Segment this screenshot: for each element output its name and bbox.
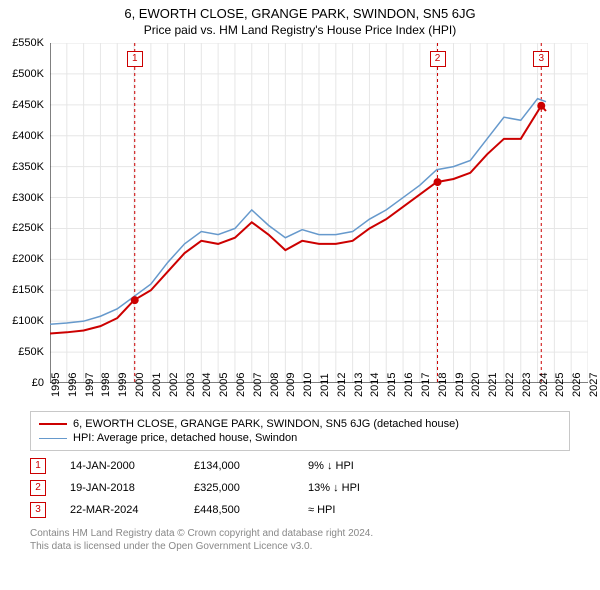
x-tick-label: 2026 — [571, 373, 573, 397]
info-price-2: £325,000 — [194, 482, 284, 494]
x-tick-label: 2018 — [437, 373, 439, 397]
info-row-3: 3 22-MAR-2024 £448,500 ≈ HPI — [30, 499, 570, 521]
x-tick-label: 2003 — [185, 373, 187, 397]
x-tick-label: 1995 — [50, 373, 52, 397]
x-tick-label: 2000 — [134, 373, 136, 397]
chart-subtitle: Price paid vs. HM Land Registry's House … — [0, 21, 600, 43]
x-tick-label: 2016 — [403, 373, 405, 397]
chart-title: 6, EWORTH CLOSE, GRANGE PARK, SWINDON, S… — [0, 0, 600, 21]
y-tick-label: £50K — [0, 346, 44, 358]
y-tick-label: £0 — [0, 377, 44, 389]
y-tick-label: £550K — [0, 37, 44, 49]
x-tick-label: 1999 — [117, 373, 119, 397]
footer-line-1: Contains HM Land Registry data © Crown c… — [30, 527, 570, 540]
x-tick-label: 2010 — [302, 373, 304, 397]
x-tick-label: 2013 — [353, 373, 355, 397]
x-tick-label: 2019 — [454, 373, 456, 397]
y-tick-label: £500K — [0, 68, 44, 80]
x-tick-label: 2009 — [285, 373, 287, 397]
x-tick-label: 2007 — [252, 373, 254, 397]
y-tick-label: £100K — [0, 315, 44, 327]
info-rows: 1 14-JAN-2000 £134,000 9% ↓ HPI 2 19-JAN… — [30, 455, 570, 521]
x-tick-label: 2027 — [588, 373, 590, 397]
y-tick-label: £400K — [0, 130, 44, 142]
info-date-2: 19-JAN-2018 — [70, 482, 170, 494]
x-tick-label: 2025 — [554, 373, 556, 397]
info-price-3: £448,500 — [194, 504, 284, 516]
y-tick-label: £300K — [0, 192, 44, 204]
legend-row-property: 6, EWORTH CLOSE, GRANGE PARK, SWINDON, S… — [39, 417, 561, 431]
info-num-1: 1 — [30, 458, 46, 474]
info-pct-3: ≈ HPI — [308, 504, 418, 516]
y-tick-label: £250K — [0, 222, 44, 234]
chart-marker-box: 2 — [430, 51, 446, 67]
legend-label-hpi: HPI: Average price, detached house, Swin… — [73, 432, 297, 444]
x-tick-label: 2008 — [269, 373, 271, 397]
x-tick-label: 2020 — [470, 373, 472, 397]
info-num-2: 2 — [30, 480, 46, 496]
chart-svg — [50, 43, 588, 383]
x-tick-label: 2006 — [235, 373, 237, 397]
legend-box: 6, EWORTH CLOSE, GRANGE PARK, SWINDON, S… — [30, 411, 570, 451]
x-tick-label: 2002 — [168, 373, 170, 397]
x-tick-label: 2022 — [504, 373, 506, 397]
footer-text: Contains HM Land Registry data © Crown c… — [30, 527, 570, 553]
x-tick-label: 2017 — [420, 373, 422, 397]
y-tick-label: £350K — [0, 161, 44, 173]
x-tick-label: 2014 — [369, 373, 371, 397]
x-tick-label: 1996 — [67, 373, 69, 397]
chart-area: £0£50K£100K£150K£200K£250K£300K£350K£400… — [50, 43, 588, 403]
info-pct-1: 9% ↓ HPI — [308, 460, 418, 472]
x-tick-label: 2015 — [386, 373, 388, 397]
info-num-3: 3 — [30, 502, 46, 518]
x-tick-label: 2021 — [487, 373, 489, 397]
info-row-2: 2 19-JAN-2018 £325,000 13% ↓ HPI — [30, 477, 570, 499]
x-tick-label: 1998 — [100, 373, 102, 397]
info-date-1: 14-JAN-2000 — [70, 460, 170, 472]
info-pct-2: 13% ↓ HPI — [308, 482, 418, 494]
x-tick-label: 2023 — [521, 373, 523, 397]
x-tick-label: 2004 — [201, 373, 203, 397]
x-tick-label: 2001 — [151, 373, 153, 397]
plot-region: £0£50K£100K£150K£200K£250K£300K£350K£400… — [50, 43, 588, 383]
x-tick-label: 1997 — [84, 373, 86, 397]
legend-label-property: 6, EWORTH CLOSE, GRANGE PARK, SWINDON, S… — [73, 418, 459, 430]
info-date-3: 22-MAR-2024 — [70, 504, 170, 516]
legend-swatch-property — [39, 423, 67, 425]
info-price-1: £134,000 — [194, 460, 284, 472]
chart-marker-box: 1 — [127, 51, 143, 67]
legend-swatch-hpi — [39, 438, 67, 439]
x-tick-label: 2012 — [336, 373, 338, 397]
chart-container: 6, EWORTH CLOSE, GRANGE PARK, SWINDON, S… — [0, 0, 600, 590]
info-row-1: 1 14-JAN-2000 £134,000 9% ↓ HPI — [30, 455, 570, 477]
footer-line-2: This data is licensed under the Open Gov… — [30, 540, 570, 553]
x-tick-label: 2011 — [319, 373, 321, 397]
x-tick-label: 2005 — [218, 373, 220, 397]
y-tick-label: £450K — [0, 99, 44, 111]
x-tick-label: 2024 — [538, 373, 540, 397]
y-tick-label: £200K — [0, 253, 44, 265]
y-tick-label: £150K — [0, 284, 44, 296]
chart-marker-box: 3 — [533, 51, 549, 67]
legend-row-hpi: HPI: Average price, detached house, Swin… — [39, 431, 561, 445]
